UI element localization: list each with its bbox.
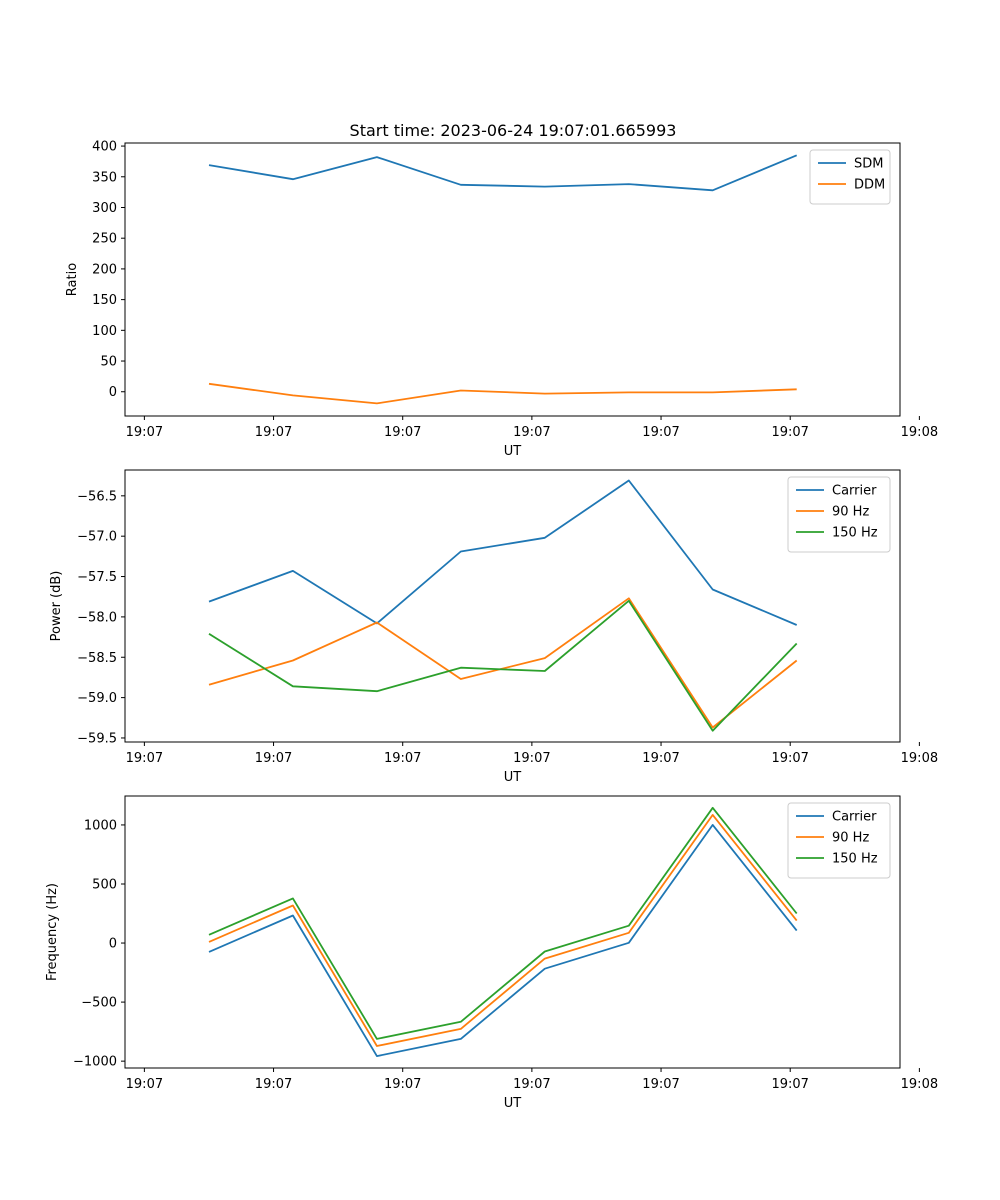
chart-title: Start time: 2023-06-24 19:07:01.665993 (350, 121, 677, 140)
x-axis-label: UT (504, 770, 522, 785)
axes-frame (124, 142, 901, 417)
y-tick-label: 500 (92, 877, 117, 892)
x-tick-label: 19:08 (901, 425, 938, 440)
y-tick-label: 100 (92, 324, 117, 339)
series-line-90-hz (208, 814, 798, 1047)
legend-label: 150 Hz (832, 852, 878, 867)
legend-label: 90 Hz (832, 505, 869, 520)
x-tick-label: 19:07 (255, 425, 292, 440)
legend-label: 90 Hz (832, 831, 869, 846)
x-tick-label: 19:07 (513, 751, 550, 766)
legend: Carrier 90 Hz 150 Hz (787, 802, 891, 879)
y-tick-label: 350 (92, 170, 117, 185)
y-tick-label: 250 (92, 232, 117, 247)
y-tick-label: 0 (109, 385, 117, 400)
x-tick-label: 19:07 (255, 751, 292, 766)
axes-frame (124, 795, 901, 1069)
x-tick-label: 19:07 (126, 751, 163, 766)
x-tick-label: 19:08 (901, 1077, 938, 1092)
x-tick-label: 19:07 (513, 1077, 550, 1092)
y-tick-label: −59.0 (77, 691, 117, 706)
x-tick-label: 19:07 (771, 751, 808, 766)
y-axis-label: Power (dB) (49, 571, 64, 642)
y-tick-label: −58.0 (77, 610, 117, 625)
x-tick-label: 19:07 (126, 425, 163, 440)
legend-label: DDM (854, 178, 885, 193)
y-tick-label: −500 (81, 996, 117, 1011)
x-tick-label: 19:07 (384, 751, 421, 766)
axes-frame (124, 469, 901, 743)
x-tick-label: 19:07 (126, 1077, 163, 1092)
y-tick-label: −58.5 (77, 651, 117, 666)
x-tick-label: 19:07 (642, 1077, 679, 1092)
x-tick-label: 19:07 (513, 425, 550, 440)
y-tick-label: −59.5 (77, 731, 117, 746)
legend: SDM DDM (809, 149, 891, 205)
x-axis-label: UT (504, 444, 522, 459)
subplot-power: 19:07 19:07 19:07 19:07 19:07 19:07 19:08 −59.5… (49, 469, 938, 785)
legend-box (787, 476, 891, 553)
legend-label: Carrier (832, 484, 877, 499)
x-tick-label: 19:07 (255, 1077, 292, 1092)
series-line-carrier (208, 479, 798, 626)
series-line-150-hz (208, 806, 798, 1040)
y-tick-label: 200 (92, 262, 117, 277)
series-line-sdm (208, 154, 798, 192)
x-tick-label: 19:08 (901, 751, 938, 766)
y-axis-label: Ratio (65, 263, 80, 296)
y-tick-label: 50 (100, 355, 117, 370)
legend: Carrier 90 Hz 150 Hz (787, 476, 891, 553)
legend-label: 150 Hz (832, 526, 878, 541)
y-tick-label: 1000 (84, 818, 117, 833)
y-tick-label: −57.5 (77, 570, 117, 585)
series-line-150-hz (208, 599, 798, 732)
y-axis-label: Frequency (Hz) (45, 883, 60, 981)
y-tick-label: −1000 (73, 1055, 117, 1070)
legend-box (787, 802, 891, 879)
series-line-ddm (208, 382, 797, 405)
y-tick-label: −56.5 (77, 489, 117, 504)
legend-label: SDM (854, 157, 883, 172)
series-line-carrier (208, 824, 798, 1057)
x-tick-label: 19:07 (771, 425, 808, 440)
legend-label: Carrier (832, 810, 877, 825)
subplot-ratio: 19:07 19:07 19:07 19:07 19:07 19:07 19:08 0 50 10… (65, 140, 938, 459)
y-tick-label: 150 (92, 293, 117, 308)
x-axis-label: UT (504, 1096, 522, 1111)
x-tick-label: 19:07 (642, 425, 679, 440)
y-tick-label: 0 (109, 937, 117, 952)
x-tick-label: 19:07 (642, 751, 679, 766)
subplots: 19:07 19:07 19:07 19:07 19:07 19:07 19:08 0 50 10… (45, 140, 938, 1111)
subplot-frequency: 19:07 19:07 19:07 19:07 19:07 19:07 19:08 −1000… (45, 795, 938, 1111)
y-tick-label: 400 (92, 140, 117, 155)
y-tick-label: −57.0 (77, 530, 117, 545)
x-tick-label: 19:07 (771, 1077, 808, 1092)
y-tick-label: 300 (92, 201, 117, 216)
x-tick-label: 19:07 (384, 425, 421, 440)
x-tick-label: 19:07 (384, 1077, 421, 1092)
